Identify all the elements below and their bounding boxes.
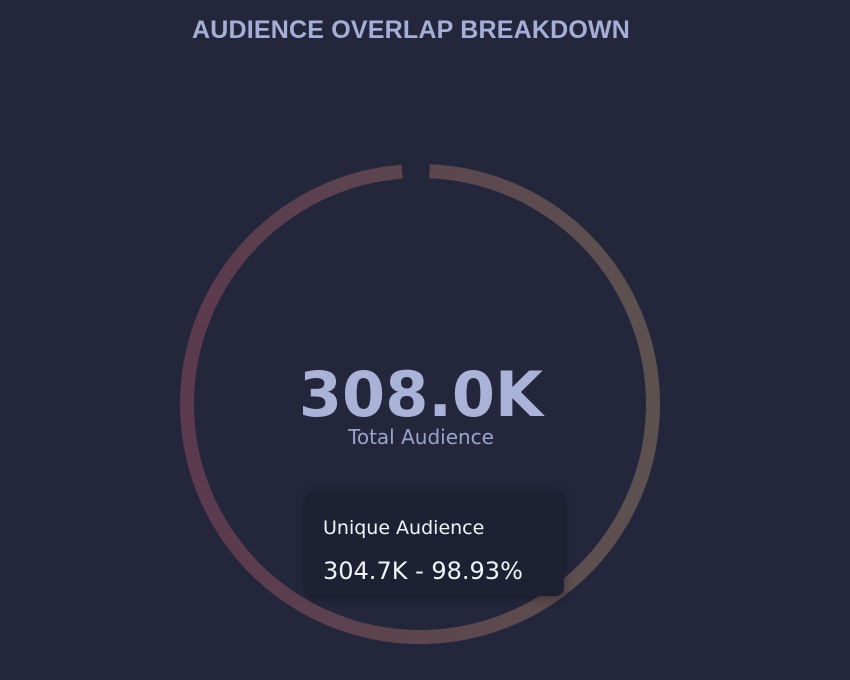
total-audience-value: 308.0K — [298, 358, 544, 431]
tooltip-title: Unique Audience — [323, 517, 485, 539]
total-audience-label: Total Audience — [348, 425, 494, 449]
chart-tooltip: Unique Audience 304.7K - 98.93% — [306, 491, 564, 596]
donut-slice-1[interactable] — [403, 164, 421, 179]
donut-slice-unique-audience[interactable] — [180, 164, 660, 644]
chart-title: AUDIENCE OVERLAP BREAKDOWN — [191, 16, 631, 44]
tooltip-value: 304.7K - 98.93% — [323, 557, 523, 585]
